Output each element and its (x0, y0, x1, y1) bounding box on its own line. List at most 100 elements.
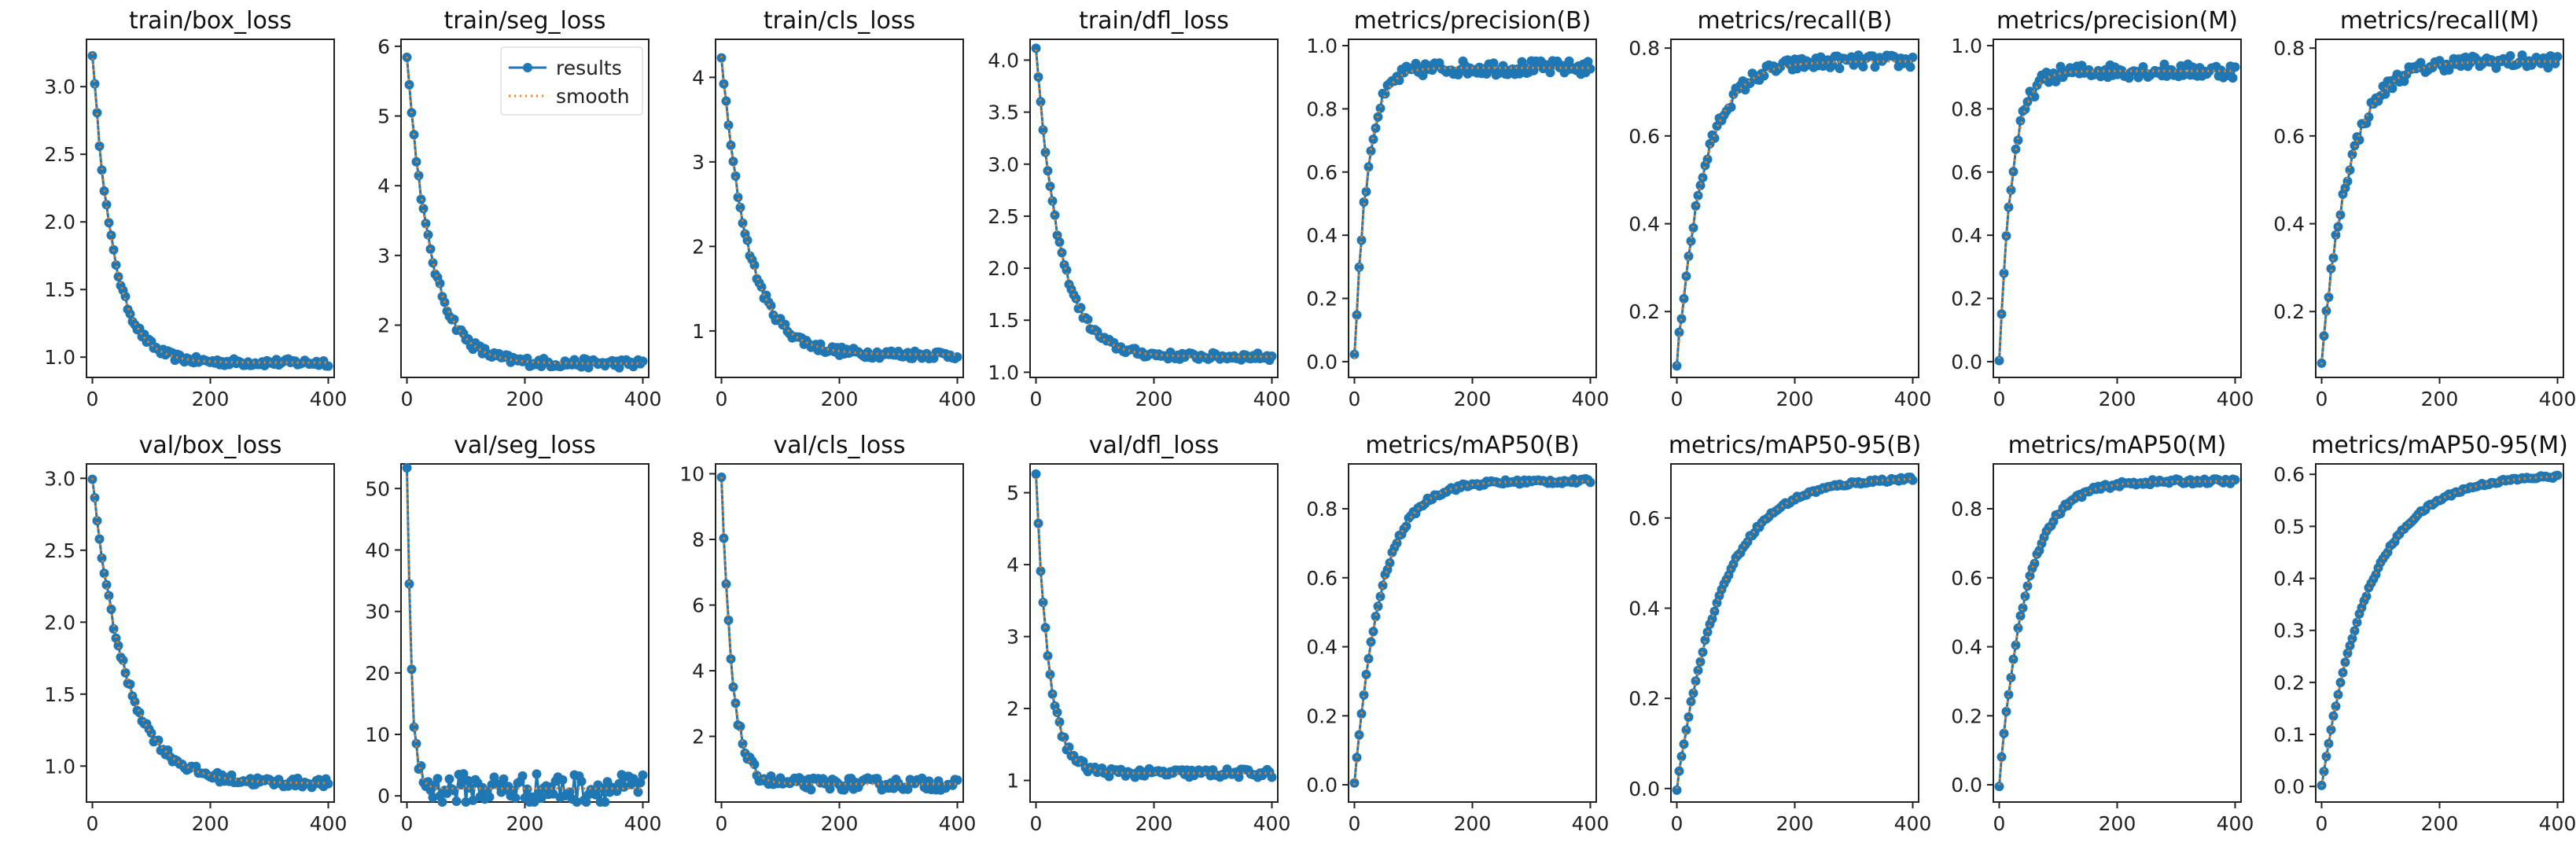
results-point (1071, 293, 1081, 304)
y-tick-label: 0.2 (1951, 705, 1982, 727)
y-tick-label: 3 (1006, 626, 1019, 649)
x-tick-label: 200 (1454, 812, 1492, 835)
results-point (1366, 146, 1376, 156)
y-tick-label: 20 (365, 662, 390, 685)
results-point (409, 722, 419, 732)
x-tick-label: 400 (2539, 812, 2575, 835)
results-point (1693, 190, 1703, 201)
y-tick-label: 1.0 (988, 361, 1019, 384)
chart-svg-train_dfl_loss: train/dfl_loss 0 200 400 1.0 1.5 2.0 2.5 3.0 3.5 4… (988, 7, 1290, 410)
x-tick-label: 0 (1671, 812, 1684, 835)
results-point (92, 108, 102, 118)
results-point (1059, 732, 1069, 742)
results-point (2004, 202, 2014, 212)
y-tick-label: 6 (377, 35, 390, 58)
y-tick-label: 5 (377, 105, 390, 128)
results-point (1709, 606, 1720, 616)
smooth-series-line (91, 478, 329, 785)
axes-frame (1993, 463, 2242, 803)
results-point (428, 258, 438, 268)
x-tick-label: 200 (192, 388, 230, 410)
smooth-series-line (2320, 475, 2558, 787)
chart-svg-metrics_mAP50_95_B: metrics/mAP50-95(B) 0 200 400 0.0 0.2 0.4 0.6 (1628, 432, 1930, 835)
results-point (2326, 263, 2336, 274)
results-point (444, 774, 454, 784)
results-point (1040, 147, 1051, 157)
results-series-line (1676, 51, 1914, 366)
results-point (2347, 634, 2357, 644)
y-tick-label: 0.5 (2273, 515, 2305, 538)
chart-svg-val_seg_loss: val/seg_loss 0 200 400 0 10 20 30 40 50 (365, 432, 661, 835)
smooth-series-line (720, 477, 958, 786)
results-point (1792, 64, 1802, 74)
results-point (591, 789, 601, 800)
y-tick-label: 0.4 (1951, 224, 1982, 247)
results-point (2188, 62, 2198, 72)
results-point (598, 783, 608, 793)
y-tick-label: 3.0 (44, 75, 75, 98)
results-point (806, 785, 816, 795)
chart-metrics_mAP50_95_M: metrics/mAP50-95(M) 0 200 400 0.0 0.1 0.2 0.3 0.… (2261, 425, 2575, 849)
results-point (1684, 251, 1694, 261)
results-point (435, 278, 445, 289)
results-point (2335, 210, 2346, 220)
x-tick-label: 0 (86, 812, 99, 835)
results-point (404, 579, 414, 589)
x-tick-label: 200 (2099, 812, 2136, 835)
results-point (1267, 772, 1277, 782)
results-point (572, 797, 582, 807)
results-point (619, 782, 629, 792)
results-point (2020, 591, 2030, 602)
legend: results smooth (500, 46, 643, 116)
results-point (716, 53, 727, 63)
results-point (111, 633, 121, 643)
results-point (614, 362, 624, 373)
results-series-line (1353, 477, 1592, 783)
results-point (733, 192, 743, 202)
y-tick-label: 1.5 (988, 309, 1019, 332)
y-tick-label: 3 (377, 245, 390, 267)
chart-title: train/box_loss (129, 7, 292, 35)
results-point (2006, 672, 2016, 683)
results-point (1371, 612, 1381, 621)
results-point (1031, 43, 1041, 53)
chart-val_seg_loss: val/seg_loss 0 200 400 0 10 20 30 40 50 (346, 425, 661, 849)
results-point (2011, 640, 2021, 650)
y-tick-label: 4 (692, 660, 705, 683)
y-tick-label: 1 (692, 320, 705, 343)
y-tick-label: 0.8 (1951, 98, 1982, 120)
results-point (2340, 657, 2350, 668)
results-point (522, 353, 532, 363)
results-point (1691, 676, 1701, 686)
y-tick-label: 2 (1006, 697, 1019, 720)
smooth-series-line (720, 56, 958, 356)
y-tick-label: 0.4 (2273, 568, 2305, 591)
y-tick-label: 4 (1006, 554, 1019, 576)
chart-train_dfl_loss: train/dfl_loss 0 200 400 1.0 1.5 2.0 2.5 3.0 3.5 4… (975, 0, 1290, 425)
results-point (1375, 103, 1386, 113)
results-point (2044, 77, 2054, 87)
x-tick-label: 200 (2099, 388, 2136, 410)
results-point (2352, 617, 2362, 627)
results-point (952, 775, 962, 786)
results-point (1356, 235, 1367, 245)
x-tick-label: 400 (310, 388, 346, 410)
results-point (2018, 603, 2028, 613)
chart-title: metrics/mAP50-95(B) (1669, 432, 1921, 459)
results-point (458, 769, 469, 779)
results-point (1676, 314, 1687, 324)
x-tick-label: 0 (86, 388, 99, 410)
chart-metrics_precision_M: metrics/precision(M) 0 200 400 0.0 0.2 0.4 0.6 0… (1938, 0, 2253, 425)
results-series-line (1998, 61, 2236, 361)
y-tick-label: 2 (377, 315, 390, 337)
y-tick-label: 0.0 (1306, 351, 1338, 373)
chart-title: metrics/recall(B) (1697, 7, 1892, 35)
results-point (2326, 725, 2336, 734)
results-point (2230, 62, 2240, 72)
x-tick-label: 0 (1030, 812, 1043, 835)
y-tick-label: 0.2 (1306, 705, 1338, 727)
results-point (1672, 785, 1682, 795)
chart-svg-train_seg_loss: train/seg_loss 0 200 400 2 3 4 5 6 results smooth (377, 7, 661, 410)
smooth-series-line (2320, 60, 2558, 365)
chart-title: metrics/mAP50(B) (1365, 432, 1579, 459)
